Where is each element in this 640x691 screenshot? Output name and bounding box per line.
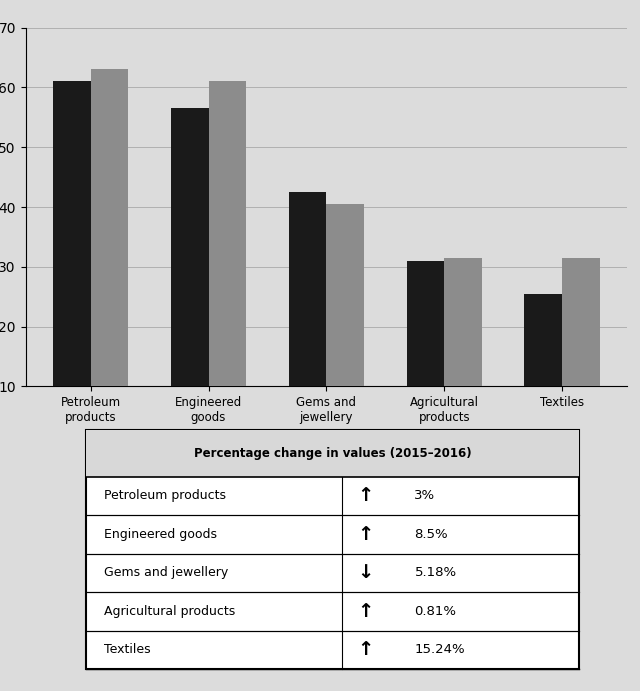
Text: 15.24%: 15.24% [415,643,465,656]
Bar [406,261,444,446]
Bar [86,430,579,477]
Text: ↑: ↑ [357,525,374,544]
Bar [524,294,562,446]
Bar [326,204,364,446]
Text: Petroleum products: Petroleum products [104,489,226,502]
Text: Percentage change in values (2015–2016): Percentage change in values (2015–2016) [194,447,471,460]
Bar [444,258,482,446]
Bar [562,258,600,446]
X-axis label: Product Category: Product Category [258,430,395,444]
Bar [86,430,579,669]
Text: 0.81%: 0.81% [415,605,456,618]
Bar [53,82,91,446]
Text: Gems and jewellery: Gems and jewellery [104,567,228,579]
Text: ↑: ↑ [357,641,374,659]
Bar [171,108,209,446]
Bar [289,192,326,446]
Bar [91,70,129,446]
Text: Engineered goods: Engineered goods [104,528,217,541]
Text: Agricultural products: Agricultural products [104,605,235,618]
Text: Textiles: Textiles [104,643,150,656]
Bar [209,82,246,446]
Text: 8.5%: 8.5% [415,528,448,541]
Text: ↓: ↓ [357,563,374,583]
Text: ↑: ↑ [357,602,374,621]
Text: 3%: 3% [415,489,436,502]
Text: ↑: ↑ [357,486,374,505]
Text: 5.18%: 5.18% [415,567,456,579]
